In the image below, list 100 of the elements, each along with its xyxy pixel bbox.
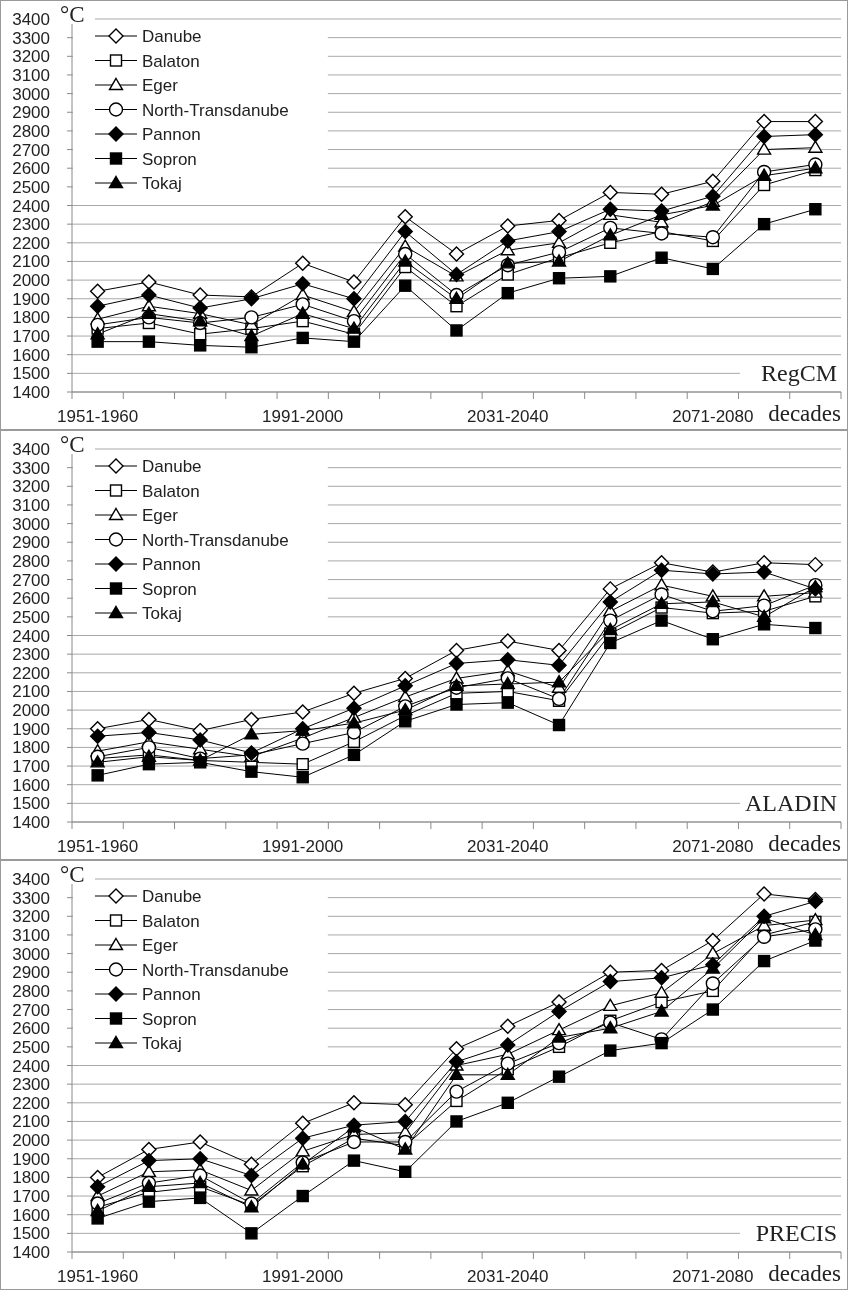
- y-tick-label: 3000: [12, 944, 50, 964]
- y-tick-label: 2600: [12, 1019, 50, 1039]
- y-tick-label: 2000: [12, 271, 50, 291]
- legend-label: Balaton: [142, 51, 200, 71]
- y-tick-label: 1600: [12, 775, 50, 795]
- text: ALADIN: [745, 790, 837, 816]
- x-tick-label: 2071-2080: [672, 1267, 754, 1286]
- y-tick-label: 2300: [12, 215, 50, 235]
- y-tick-label: 3100: [12, 925, 50, 945]
- legend-label: Pannon: [142, 985, 201, 1004]
- legend-label: Eger: [142, 76, 179, 95]
- y-tick-label: 2000: [12, 701, 50, 721]
- y-tick-label: 3400: [12, 440, 50, 460]
- x-tick-label: 2071-2080: [672, 407, 754, 426]
- y-tick-label: 2500: [12, 177, 50, 197]
- y-tick-label: 1800: [12, 308, 50, 328]
- legend-label: Danube: [142, 887, 202, 906]
- y-tick-label: 1800: [12, 1168, 50, 1188]
- x-tick-label: 2031-2040: [467, 837, 549, 856]
- y-tick-label: 1500: [12, 364, 50, 384]
- text: RegCM: [760, 360, 837, 386]
- y-tick-label: 1400: [12, 383, 50, 403]
- y-tick-label: 2600: [12, 589, 50, 609]
- x-tick-label: 1991-2000: [262, 407, 344, 426]
- y-tick-label: 3400: [12, 870, 50, 890]
- y-tick-label: 3000: [12, 514, 50, 534]
- legend-label: Tokaj: [142, 1034, 182, 1053]
- y-tick-label: 1400: [12, 1243, 50, 1263]
- y-tick-label: 1500: [12, 1224, 50, 1244]
- x-tick-label: 2031-2040: [467, 407, 549, 426]
- y-tick-label: 1900: [12, 289, 50, 309]
- y-tick-label: 2200: [12, 1093, 50, 1113]
- y-tick-label: 3400: [12, 10, 50, 30]
- y-tick-label: 1900: [12, 719, 50, 739]
- legend-label: Sopron: [142, 579, 197, 599]
- legend-label: Eger: [142, 936, 179, 955]
- x-tick-label: 1991-2000: [262, 1267, 344, 1286]
- y-tick-label: 2700: [12, 140, 50, 160]
- y-tick-label: 1400: [12, 813, 50, 833]
- y-tick-label: 2800: [12, 981, 50, 1001]
- x-axis-title: decades: [768, 831, 842, 856]
- y-tick-label: 3300: [12, 888, 50, 908]
- legend-label: Balaton: [142, 481, 200, 501]
- y-tick-label: 3300: [12, 28, 50, 48]
- legend-label: North-Transdanube: [142, 100, 289, 120]
- y-tick-label: 2900: [12, 533, 50, 553]
- y-tick-label: 1800: [12, 738, 50, 758]
- y-tick-label: 1700: [12, 757, 50, 777]
- y-tick-label: 2900: [12, 963, 50, 983]
- y-tick-label: 2100: [12, 682, 50, 702]
- y-tick-label: 3200: [12, 907, 50, 927]
- y-tick-label: 2400: [12, 626, 50, 646]
- y-tick-label: 1600: [12, 345, 50, 365]
- x-tick-label: 1951-1960: [56, 837, 139, 856]
- y-tick-label: 2700: [12, 570, 50, 590]
- y-tick-label: 3000: [12, 84, 50, 104]
- y-tick-label: 2800: [12, 551, 50, 571]
- x-tick-label: 2031-2040: [467, 1267, 549, 1286]
- y-tick-label: 2000: [12, 1131, 50, 1151]
- legend-label: Tokaj: [142, 604, 182, 623]
- y-axis-title: °C: [60, 2, 85, 27]
- y-tick-label: 1700: [12, 327, 50, 347]
- y-tick-label: 3300: [12, 458, 50, 478]
- legend-label: Sopron: [142, 149, 197, 169]
- x-tick-label: 1951-1960: [56, 407, 139, 426]
- y-tick-label: 2700: [12, 1000, 50, 1020]
- y-tick-label: 2800: [12, 121, 50, 141]
- x-tick-label: 1951-1960: [56, 1267, 139, 1286]
- legend-label: Sopron: [142, 1009, 197, 1029]
- y-tick-label: 3200: [12, 477, 50, 497]
- y-axis-title: °C: [60, 862, 85, 887]
- y-tick-label: 1500: [12, 794, 50, 814]
- y-tick-label: 1600: [12, 1205, 50, 1225]
- legend-label: Pannon: [142, 125, 201, 144]
- legend-label: Balaton: [142, 911, 200, 931]
- y-tick-label: 2500: [12, 607, 50, 627]
- y-axis-title: °C: [60, 432, 85, 457]
- legend-label: Pannon: [142, 555, 201, 574]
- legend-label: North-Transdanube: [142, 530, 289, 550]
- y-tick-label: 2300: [12, 645, 50, 665]
- y-tick-label: 2400: [12, 196, 50, 216]
- y-tick-label: 2400: [12, 1056, 50, 1076]
- y-tick-label: 2100: [12, 252, 50, 272]
- y-tick-label: 2500: [12, 1037, 50, 1057]
- legend-label: Eger: [142, 506, 179, 525]
- legend-label: Danube: [142, 27, 202, 46]
- x-axis-title: decades: [768, 1261, 842, 1286]
- y-tick-label: 2200: [12, 233, 50, 253]
- y-tick-label: 2300: [12, 1075, 50, 1095]
- legend-label: North-Transdanube: [142, 960, 289, 980]
- y-tick-label: 3100: [12, 495, 50, 515]
- y-tick-label: 2200: [12, 663, 50, 683]
- y-tick-label: 3200: [12, 47, 50, 67]
- text: PRECIS: [755, 1220, 837, 1246]
- y-tick-label: 1900: [12, 1149, 50, 1169]
- y-tick-label: 2600: [12, 159, 50, 179]
- x-tick-label: 1991-2000: [262, 837, 344, 856]
- y-tick-label: 1700: [12, 1187, 50, 1207]
- y-tick-label: 3100: [12, 65, 50, 85]
- x-axis-title: decades: [768, 401, 842, 426]
